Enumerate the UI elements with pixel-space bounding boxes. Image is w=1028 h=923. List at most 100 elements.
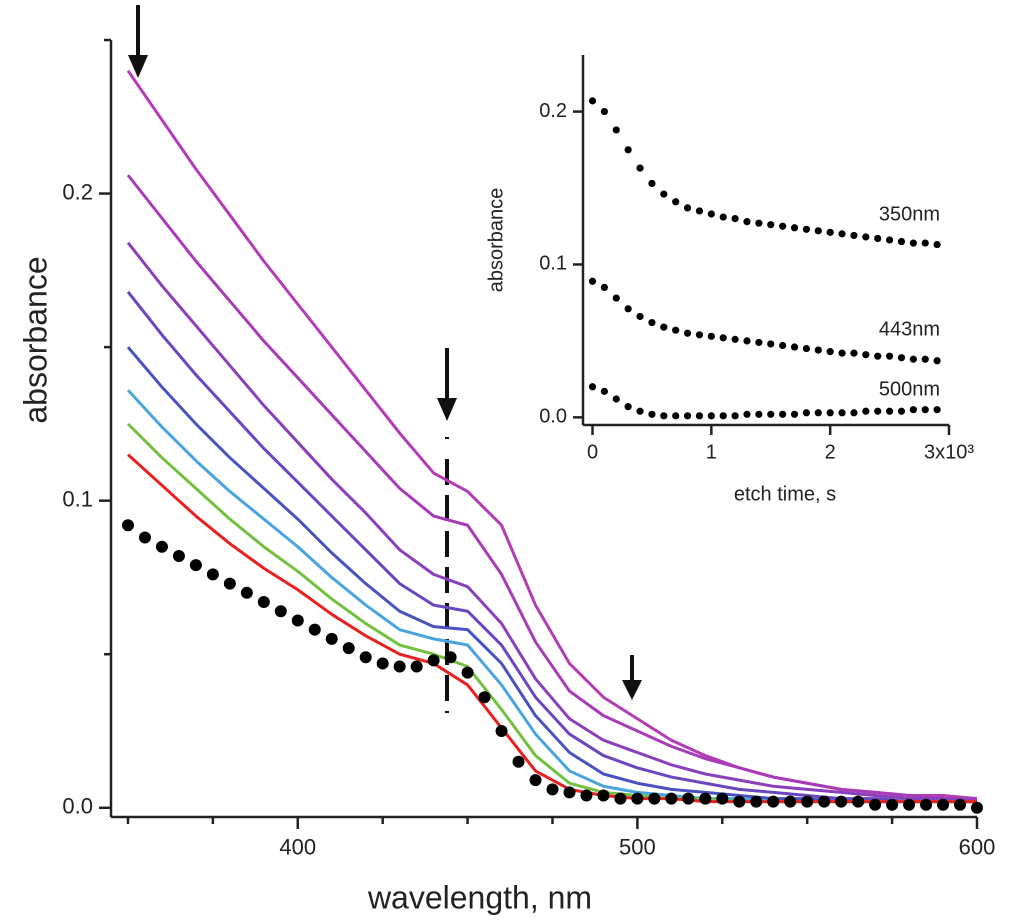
data-point: [731, 214, 739, 223]
data-point: [909, 239, 917, 247]
data-point: [790, 224, 799, 232]
series-label: 443nm: [879, 318, 940, 340]
data-point: [802, 409, 811, 417]
data-point: [529, 774, 542, 787]
data-point: [885, 407, 894, 415]
data-point: [921, 406, 929, 414]
data-point: [802, 225, 811, 233]
data-point: [546, 783, 559, 796]
data-point: [291, 614, 304, 627]
data-point: [707, 332, 715, 340]
data-point: [814, 227, 822, 235]
data-point: [814, 346, 822, 354]
data-point: [755, 410, 763, 418]
data-point: [359, 651, 372, 664]
data-point: [682, 792, 695, 805]
data-point: [695, 412, 704, 420]
data-point: [588, 277, 597, 285]
series-line: [126, 389, 977, 804]
data-point: [444, 651, 457, 664]
data-point: [683, 329, 692, 337]
data-point: [874, 352, 882, 360]
data-point: [597, 789, 610, 802]
data-point: [933, 240, 941, 249]
data-point: [648, 318, 656, 327]
series-line: [126, 290, 977, 804]
data-point: [512, 755, 525, 768]
data-point: [921, 355, 929, 363]
data-point: [699, 792, 712, 805]
data-point: [600, 107, 608, 116]
data-point: [716, 792, 729, 805]
data-point: [743, 337, 751, 345]
data-point: [660, 412, 668, 420]
arrow-head: [622, 680, 642, 700]
x-tick-label: 0: [587, 441, 598, 463]
y-tick-label: 0.0: [62, 794, 93, 819]
data-point: [814, 409, 822, 417]
data-point: [648, 179, 656, 188]
data-point: [427, 654, 440, 667]
data-point: [410, 660, 423, 673]
data-point: [665, 792, 678, 805]
data-point: [755, 219, 763, 227]
data-point: [897, 407, 906, 415]
data-point: [885, 236, 894, 244]
data-point: [189, 559, 202, 572]
data-point: [707, 412, 715, 420]
series-line: [126, 453, 977, 804]
data-point: [838, 230, 846, 238]
data-point: [826, 409, 834, 417]
y-tick-label: 0.0: [539, 406, 567, 428]
series-line: [126, 174, 977, 801]
data-point: [869, 798, 882, 811]
data-point: [826, 348, 834, 356]
data-point: [588, 97, 597, 105]
data-point: [826, 228, 834, 236]
data-point: [660, 323, 668, 331]
data-point: [155, 540, 168, 553]
data-point: [719, 334, 727, 342]
y-tick-label: 0.2: [62, 179, 93, 204]
data-point: [672, 412, 680, 420]
data-point: [612, 126, 620, 134]
data-point: [376, 657, 389, 670]
data-point: [909, 355, 917, 363]
data-point: [121, 519, 134, 532]
data-point: [631, 792, 644, 805]
x-tick-label: 2: [825, 441, 836, 463]
data-point: [624, 403, 632, 411]
arrow-head: [128, 55, 148, 78]
data-point: [495, 725, 508, 738]
data-point: [885, 352, 894, 360]
data-point: [835, 795, 848, 808]
data-point: [172, 549, 185, 562]
data-point: [719, 412, 727, 420]
data-point: [838, 409, 846, 417]
data-point: [257, 596, 270, 609]
series-line: [126, 241, 978, 804]
data-point: [240, 586, 253, 599]
data-point: [672, 198, 680, 206]
series-label: 350nm: [879, 203, 940, 225]
data-point: [874, 234, 882, 243]
data-point: [743, 410, 751, 418]
data-point: [636, 164, 644, 172]
x-tick-label: 500: [619, 835, 656, 860]
x-axis-title: etch time, s: [734, 483, 836, 505]
data-point: [874, 407, 882, 415]
data-point: [624, 305, 632, 313]
data-point: [850, 231, 858, 240]
data-point: [731, 335, 739, 343]
data-point: [206, 568, 219, 581]
data-point: [852, 795, 865, 808]
data-point: [755, 338, 763, 347]
data-point: [767, 410, 775, 418]
data-point: [393, 660, 406, 673]
data-point: [767, 340, 775, 348]
data-point: [801, 795, 814, 808]
data-point: [779, 222, 787, 230]
data-point: [660, 190, 668, 198]
data-point: [695, 207, 704, 215]
data-point: [802, 344, 811, 353]
